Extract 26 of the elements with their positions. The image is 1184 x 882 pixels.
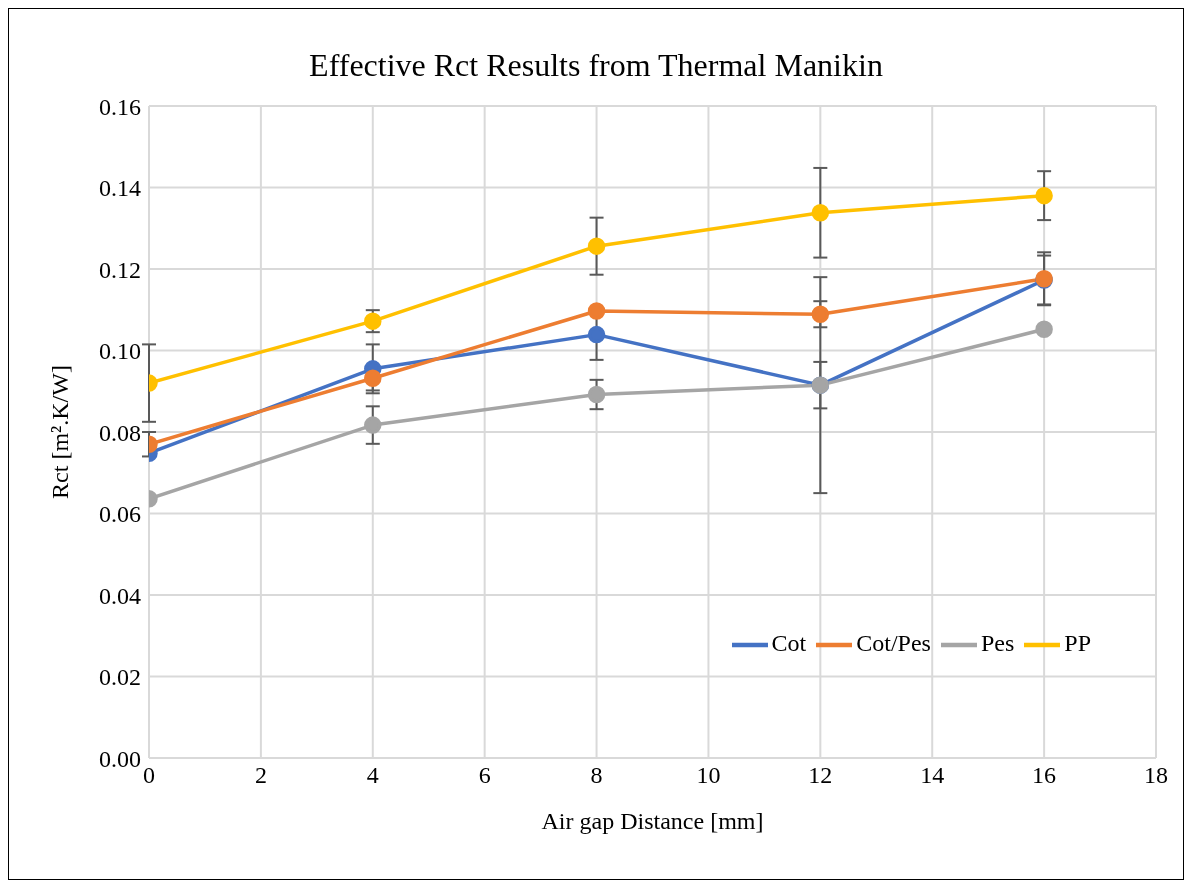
x-axis-title: Air gap Distance [mm] (541, 808, 764, 834)
y-tick-label: 0.16 (99, 93, 141, 120)
y-tick-label: 0.08 (99, 419, 141, 446)
x-tick-label: 4 (366, 762, 379, 789)
x-tick-label: 0 (143, 762, 155, 789)
y-tick-label: 0.00 (99, 745, 141, 772)
x-tick-label: 2 (254, 762, 267, 789)
y-tick-label: 0.14 (99, 175, 141, 202)
legend-label: Cot/Pes (856, 629, 931, 656)
x-tick-label: 10 (696, 762, 721, 789)
legend-label: Cot (771, 629, 807, 656)
y-tick-label: 0.02 (99, 664, 141, 691)
x-tick-label: 6 (478, 762, 491, 789)
x-tick-label: 18 (1144, 762, 1168, 789)
legend-label: Pes (980, 629, 1015, 656)
y-tick-label: 0.04 (99, 582, 141, 609)
legend-label: PP (1064, 629, 1091, 656)
y-tick-label: 0.06 (99, 501, 141, 528)
y-axis-title: Rct [m².K/W] (46, 365, 73, 499)
x-tick-label: 16 (1032, 762, 1057, 789)
chart-title: Effective Rct Results from Thermal Manikin (308, 47, 884, 84)
x-tick-label: 14 (920, 762, 945, 789)
x-tick-label: 12 (808, 762, 833, 789)
y-tick-label: 0.10 (99, 338, 141, 365)
x-tick-label: 8 (590, 762, 603, 789)
y-tick-label: 0.12 (99, 256, 141, 283)
